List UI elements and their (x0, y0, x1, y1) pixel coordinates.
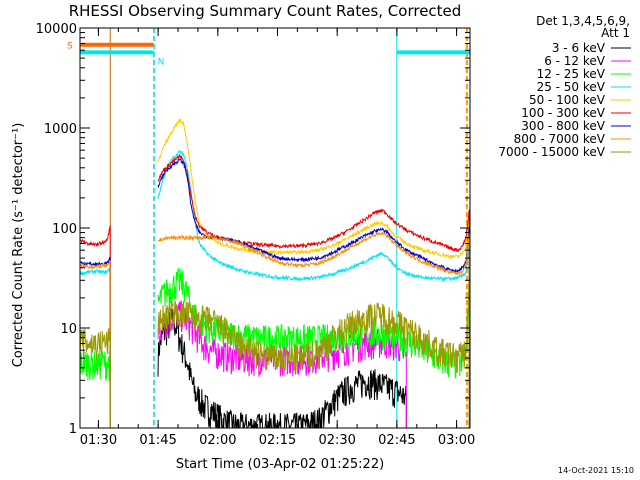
series-line-800-7000-kev (80, 231, 470, 428)
y-tick-label: 10000 (36, 22, 77, 37)
legend-label-100-300-kev: 100 - 300 keV (521, 106, 605, 120)
flag-label-n: N (158, 57, 165, 67)
legend-label-3-6-kev: 3 - 6 keV (552, 41, 606, 55)
x-tick-label: 02:15 (259, 433, 296, 448)
legend-label-6-12-kev: 6 - 12 keV (544, 54, 606, 68)
legend-label-800-7000-kev: 800 - 7000 keV (514, 132, 606, 146)
legend-header-detectors: Det 1,3,4,5,6,9, (536, 14, 630, 28)
plot-area: SN (67, 28, 470, 428)
series-line-7000-15000-kev (80, 280, 469, 428)
y-tick-label: 10 (60, 322, 77, 337)
x-tick-label: 02:00 (199, 433, 236, 448)
x-tick-label: 02:45 (378, 433, 415, 448)
x-axis-ticks: 01:30 01:45 02:00 02:15 02:30 02:45 03:00 (80, 28, 475, 448)
series-line-25-50-kev (80, 150, 470, 428)
legend-label-7000-15000-kev: 7000 - 15000 keV (498, 145, 605, 159)
legend-header-attenuator: Att 1 (601, 26, 630, 40)
series-line-6-12-kev (157, 301, 407, 428)
chart-title: RHESSI Observing Summary Count Rates, Co… (69, 2, 462, 20)
series-line-3-6-kev (157, 308, 407, 428)
series-line-12-25-kev (80, 267, 470, 428)
x-tick-label: 01:45 (139, 433, 176, 448)
y-tick-label: 100 (52, 222, 77, 237)
x-tick-label: 03:00 (438, 433, 475, 448)
series-line-300-800-kev (80, 158, 470, 428)
x-tick-label: 02:30 (318, 433, 355, 448)
x-axis-label: Start Time (03-Apr-02 01:25:22) (176, 457, 384, 472)
y-tick-label: 1000 (44, 122, 77, 137)
y-axis-label: Corrected Count Rate (s⁻¹ detector⁻¹) (11, 123, 26, 368)
timestamp: 14-Oct-2021 15:10 (558, 466, 634, 475)
legend-label-50-100-kev: 50 - 100 keV (529, 93, 606, 107)
legend-label-300-800-kev: 300 - 800 keV (521, 119, 605, 133)
legend-label-12-25-kev: 12 - 25 keV (537, 67, 606, 81)
legend-label-25-50-kev: 25 - 50 keV (537, 80, 606, 94)
series-line-100-300-kev (80, 153, 470, 428)
y-tick-label: 1 (69, 422, 77, 437)
data-layer (80, 28, 470, 428)
y-axis-ticks: 1 10 100 1000 10000 (36, 22, 470, 437)
x-tick-label: 01:30 (80, 433, 117, 448)
flag-label-s: S (67, 42, 73, 52)
series-line-50-100-kev (157, 118, 470, 428)
